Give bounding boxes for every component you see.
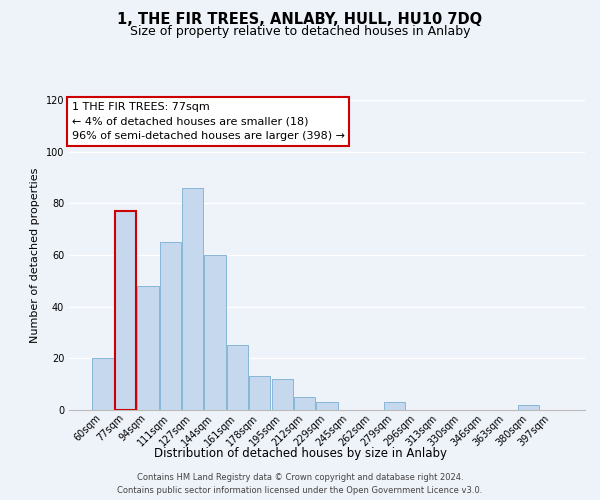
Y-axis label: Number of detached properties: Number of detached properties xyxy=(30,168,40,342)
Bar xyxy=(227,346,248,410)
Bar xyxy=(249,376,271,410)
Bar xyxy=(316,402,338,410)
Bar xyxy=(92,358,114,410)
Bar xyxy=(518,405,539,410)
Bar xyxy=(182,188,203,410)
Bar xyxy=(160,242,181,410)
Bar xyxy=(383,402,405,410)
Text: Size of property relative to detached houses in Anlaby: Size of property relative to detached ho… xyxy=(130,25,470,38)
Bar xyxy=(272,379,293,410)
Bar xyxy=(137,286,158,410)
Bar xyxy=(115,211,136,410)
Text: Contains public sector information licensed under the Open Government Licence v3: Contains public sector information licen… xyxy=(118,486,482,495)
Text: 1, THE FIR TREES, ANLABY, HULL, HU10 7DQ: 1, THE FIR TREES, ANLABY, HULL, HU10 7DQ xyxy=(118,12,482,28)
Bar xyxy=(294,397,315,410)
Text: Distribution of detached houses by size in Anlaby: Distribution of detached houses by size … xyxy=(154,448,446,460)
Bar xyxy=(205,255,226,410)
Text: 1 THE FIR TREES: 77sqm
← 4% of detached houses are smaller (18)
96% of semi-deta: 1 THE FIR TREES: 77sqm ← 4% of detached … xyxy=(71,102,344,141)
Text: Contains HM Land Registry data © Crown copyright and database right 2024.: Contains HM Land Registry data © Crown c… xyxy=(137,474,463,482)
